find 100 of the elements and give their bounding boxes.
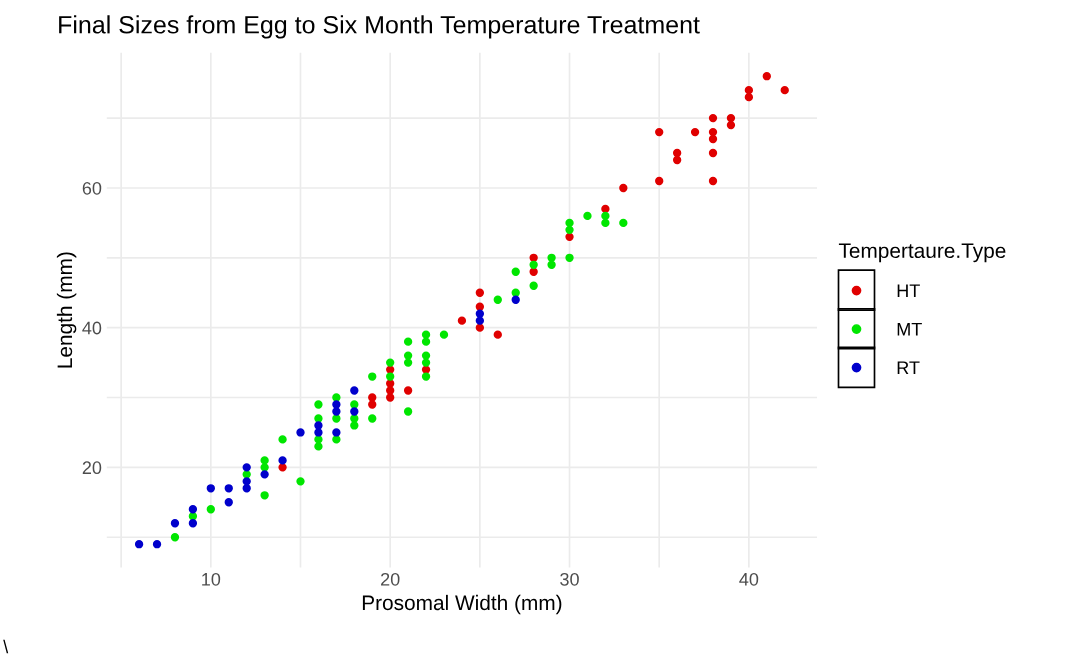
x-tick-label: 30	[560, 572, 579, 586]
point	[421, 358, 431, 367]
point	[332, 400, 341, 409]
point	[565, 253, 574, 262]
point	[529, 260, 538, 269]
point	[690, 127, 700, 137]
y-axis-title: Length (mm)	[56, 252, 77, 368]
point	[386, 393, 395, 402]
point	[439, 330, 449, 339]
point	[744, 92, 754, 102]
x-tick-label: 10	[202, 572, 221, 586]
point	[403, 358, 413, 367]
point	[350, 421, 359, 430]
point	[350, 407, 359, 416]
point	[224, 498, 233, 507]
point	[672, 155, 682, 165]
point	[278, 435, 287, 444]
point	[314, 400, 323, 409]
point	[493, 330, 502, 339]
point	[206, 505, 215, 514]
point	[457, 316, 467, 325]
point	[152, 540, 162, 549]
point	[386, 386, 395, 395]
point	[583, 211, 592, 221]
point	[403, 337, 413, 346]
point	[475, 309, 485, 318]
point	[332, 393, 341, 402]
point	[619, 183, 628, 193]
point	[368, 414, 377, 423]
point	[188, 519, 198, 528]
point	[170, 519, 180, 528]
point	[314, 421, 323, 430]
point	[421, 337, 431, 346]
point	[475, 302, 485, 311]
point	[278, 456, 287, 465]
point	[619, 218, 628, 228]
point	[260, 491, 269, 500]
point	[708, 134, 718, 144]
point	[601, 218, 610, 228]
point	[511, 267, 520, 276]
point	[260, 470, 269, 479]
point	[565, 218, 574, 228]
point	[726, 120, 736, 130]
point	[350, 400, 359, 409]
point	[170, 533, 180, 542]
y-tick-label: 20	[82, 461, 102, 475]
point	[565, 232, 574, 242]
x-tick-label: 40	[739, 572, 759, 586]
point	[368, 372, 377, 381]
point	[296, 477, 305, 486]
point	[403, 407, 413, 416]
point	[403, 386, 413, 395]
point	[332, 428, 341, 437]
point	[242, 463, 251, 472]
point	[314, 442, 323, 451]
point	[386, 358, 395, 367]
x-tick-label: 20	[381, 572, 400, 586]
point	[421, 351, 431, 360]
point	[314, 428, 323, 437]
point	[655, 176, 664, 186]
point	[350, 386, 359, 395]
point	[332, 435, 341, 444]
point	[475, 288, 485, 297]
legend-label: MT	[897, 322, 922, 336]
point	[368, 400, 377, 409]
point	[188, 505, 198, 514]
point	[511, 295, 520, 304]
y-tick-label: 40	[82, 321, 102, 335]
chart-title: Final Sizes from Egg to Six Month Temperature Treatment	[59, 15, 700, 39]
legend-label: RT	[897, 361, 920, 374]
point	[780, 86, 789, 95]
point	[493, 295, 502, 304]
point	[708, 113, 718, 123]
point	[475, 316, 485, 325]
point	[708, 148, 718, 158]
point	[601, 204, 610, 214]
point	[744, 86, 754, 95]
point	[368, 393, 377, 402]
legend-label: HT	[897, 284, 920, 297]
point	[134, 540, 144, 549]
point	[296, 428, 305, 437]
point	[206, 484, 215, 493]
point	[403, 351, 413, 360]
point	[260, 456, 269, 465]
point	[421, 372, 431, 381]
legend-title: Tempertaure.Type	[838, 243, 1006, 263]
point	[421, 330, 431, 339]
point	[601, 211, 610, 221]
y-tick-label: 60	[82, 181, 102, 195]
point	[565, 225, 574, 235]
point	[242, 484, 251, 493]
x-axis-title: Prosomal Width (mm)	[362, 594, 562, 615]
point	[224, 484, 233, 493]
point	[332, 414, 341, 423]
point	[386, 372, 395, 381]
point	[655, 127, 664, 137]
point	[332, 407, 341, 416]
text: \	[3, 639, 9, 654]
point	[529, 281, 538, 290]
point	[547, 253, 556, 262]
